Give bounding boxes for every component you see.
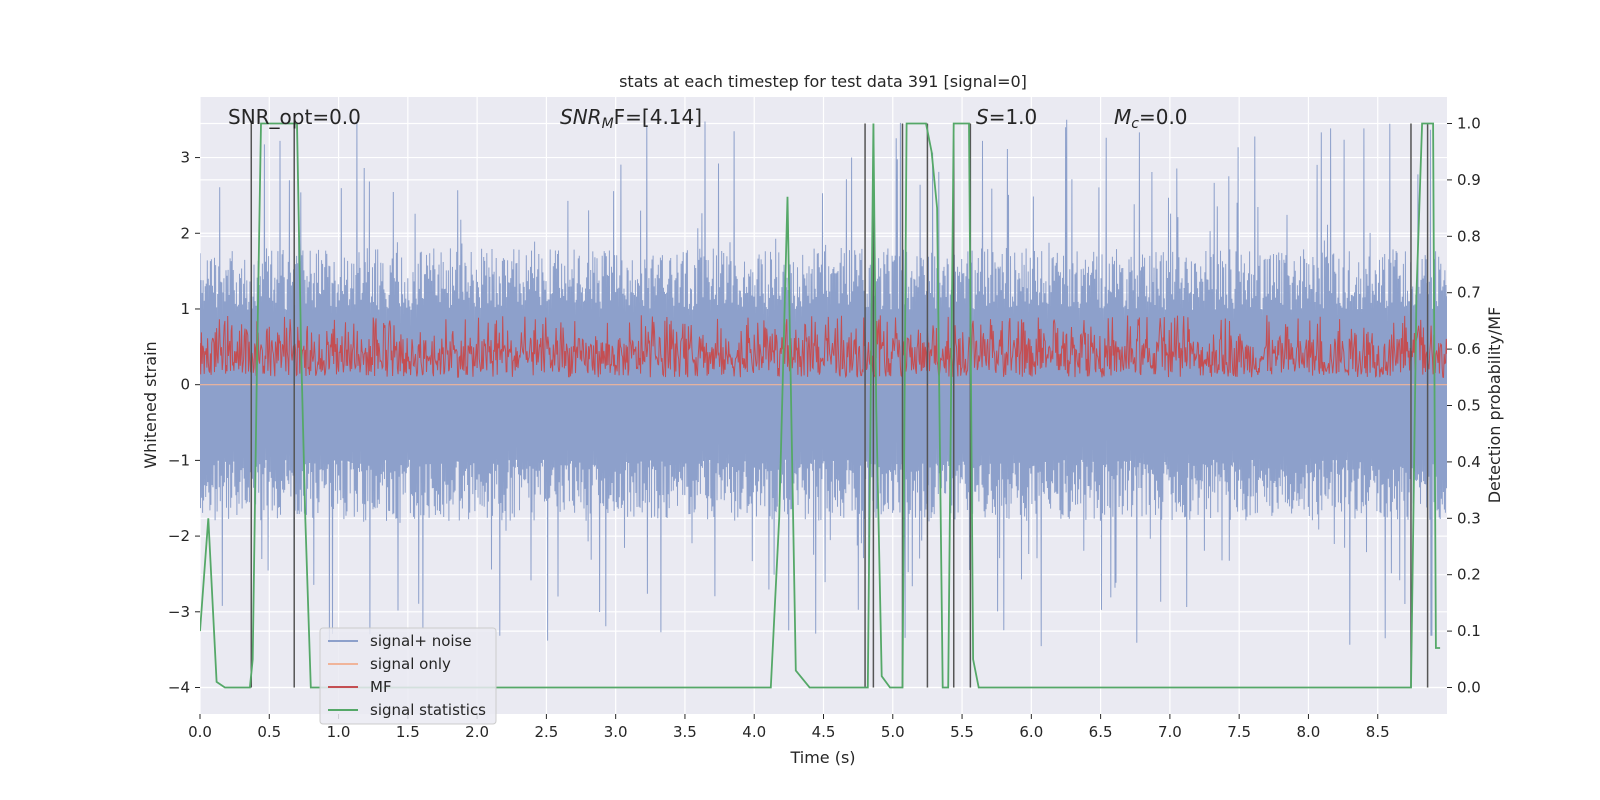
y-tick-label-7: −4 bbox=[168, 679, 190, 697]
x-tick-label-17: 8.5 bbox=[1366, 723, 1390, 741]
annotation-s-rest: =1.0 bbox=[989, 105, 1038, 129]
series-mf bbox=[200, 315, 1447, 379]
x-tick-label-2: 1.0 bbox=[327, 723, 351, 741]
annotation-snr-mf-rest: F=[4.14] bbox=[614, 105, 702, 129]
x-tick-label-7: 3.5 bbox=[673, 723, 697, 741]
annotation-snr-mf: SNRMF=[4.14] bbox=[560, 105, 702, 132]
y2-tick-label-8: 0.2 bbox=[1457, 566, 1481, 584]
y-tick-label-1: 2 bbox=[180, 224, 190, 242]
y2-tick-label-6: 0.4 bbox=[1457, 453, 1481, 471]
series-signal-statistics bbox=[200, 122, 1441, 689]
x-tick-label-3: 1.5 bbox=[396, 723, 420, 741]
annotation-mc-base: M bbox=[1114, 105, 1131, 129]
x-axis-ticks: 0.0 0.5 1.0 1.5 2.0 2.5 3.0 3.5 4.0 4.5 5.0 5.5 6.0 6… bbox=[188, 714, 1390, 741]
x-tick-label-4: 2.0 bbox=[465, 723, 489, 741]
y2-tick-label-7: 0.3 bbox=[1457, 509, 1481, 527]
y2-tick-label-9: 0.1 bbox=[1457, 622, 1481, 640]
x-tick-label-16: 8.0 bbox=[1297, 723, 1321, 741]
y2-tick-label-2: 0.8 bbox=[1457, 227, 1481, 245]
annotation-s-base: S bbox=[976, 105, 989, 129]
annotation-mc-rest: =0.0 bbox=[1139, 105, 1188, 129]
x-tick-label-9: 4.5 bbox=[812, 723, 836, 741]
x-axis-label: Time (s) bbox=[789, 748, 855, 767]
legend-box bbox=[319, 627, 497, 725]
x-tick-label-13: 6.5 bbox=[1089, 723, 1113, 741]
legend-label-signal-noise: signal+ noise bbox=[370, 632, 472, 650]
y-tick-label-3: 0 bbox=[180, 376, 190, 394]
y-tick-label-0: 3 bbox=[180, 149, 190, 167]
x-tick-label-1: 0.5 bbox=[257, 723, 281, 741]
x-tick-label-14: 7.0 bbox=[1158, 723, 1182, 741]
x-tick-label-10: 5.0 bbox=[881, 723, 905, 741]
legend-label-signal-statistics: signal statistics bbox=[370, 701, 486, 719]
y2-tick-label-4: 0.6 bbox=[1457, 340, 1481, 358]
y2-tick-label-5: 0.5 bbox=[1457, 397, 1481, 415]
x-tick-label-0: 0.0 bbox=[188, 723, 212, 741]
y2-tick-label-3: 0.7 bbox=[1457, 284, 1481, 302]
x-tick-label-5: 2.5 bbox=[534, 723, 558, 741]
chart-title: stats at each timestep for test data 391… bbox=[619, 72, 1027, 91]
legend: signal+ noise signal only MF signal stat… bbox=[319, 627, 497, 725]
y-axis-ticks: 3 2 1 0 −1 −2 −3 −4 bbox=[168, 149, 200, 697]
y-tick-label-6: −3 bbox=[168, 603, 190, 621]
y2-tick-label-10: 0.0 bbox=[1457, 678, 1481, 696]
y2-tick-label-0: 1.0 bbox=[1457, 115, 1481, 133]
y-tick-label-2: 1 bbox=[180, 300, 190, 318]
series-signal-noise bbox=[200, 119, 1447, 647]
y2-axis-label: Detection probability/MF bbox=[1485, 307, 1504, 504]
x-tick-label-15: 7.5 bbox=[1227, 723, 1251, 741]
y-tick-label-5: −2 bbox=[168, 527, 190, 545]
annotation-snr-mf-sub: M bbox=[602, 116, 614, 132]
y2-tick-label-1: 0.9 bbox=[1457, 171, 1481, 189]
annotation-s: S=1.0 bbox=[976, 105, 1037, 129]
legend-label-signal-only: signal only bbox=[370, 655, 451, 673]
x-tick-label-8: 4.0 bbox=[742, 723, 766, 741]
y2-axis-ticks: 1.0 0.9 0.8 0.7 0.6 0.5 0.4 0.3 0.2 0.1 0.0 bbox=[1447, 115, 1481, 696]
annotation-mc-sub: c bbox=[1131, 116, 1139, 132]
y-axis-label: Whitened strain bbox=[141, 341, 160, 468]
legend-label-mf: MF bbox=[370, 678, 392, 696]
annotation-snr-mf-base: SNR bbox=[560, 105, 602, 129]
annotation-snr-opt: SNR_opt=0.0 bbox=[228, 105, 361, 129]
x-tick-label-11: 5.5 bbox=[950, 723, 974, 741]
y-tick-label-4: −1 bbox=[168, 451, 190, 469]
x-tick-label-6: 3.0 bbox=[604, 723, 628, 741]
annotation-mc: Mc=0.0 bbox=[1114, 105, 1188, 132]
x-tick-label-12: 6.0 bbox=[1019, 723, 1043, 741]
